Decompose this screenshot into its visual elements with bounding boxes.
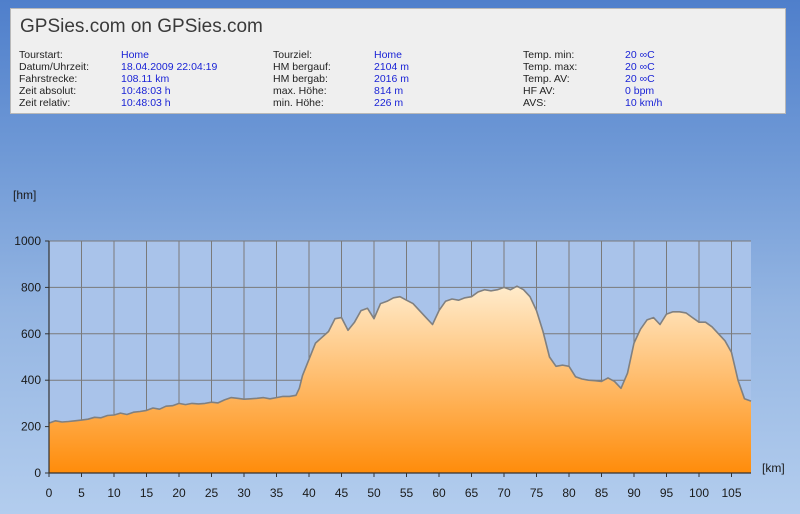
info-label: Zeit relativ: xyxy=(19,97,71,109)
x-tick-label: 0 xyxy=(46,486,53,500)
info-value: 2016 m xyxy=(374,73,410,85)
x-tick-label: 85 xyxy=(595,486,609,500)
info-value: 814 m xyxy=(374,85,404,97)
x-tick-label: 50 xyxy=(367,486,381,500)
x-tick-label: 65 xyxy=(465,486,479,500)
track-title: GPSies.com on GPSies.com xyxy=(20,16,263,37)
x-tick-label: 45 xyxy=(335,486,349,500)
y-tick-label: 1000 xyxy=(14,234,41,248)
x-tick-label: 15 xyxy=(140,486,154,500)
info-value: 10:48:03 h xyxy=(121,85,171,97)
y-tick-label: 0 xyxy=(34,466,41,480)
info-value: 20 ∞C xyxy=(625,73,655,85)
info-value: 108.11 km xyxy=(121,73,170,85)
x-tick-label: 30 xyxy=(237,486,251,500)
x-axis-label: [km] xyxy=(762,461,785,475)
x-tick-label: 20 xyxy=(172,486,186,500)
y-tick-label: 600 xyxy=(21,327,41,341)
info-value: 10:48:03 h xyxy=(121,97,171,109)
x-axis-ticks: 0 5 10 15 20 25 30 35 40 45 50 55 60 65 70 75 80 85 90 95 10… xyxy=(46,473,742,500)
elevation-line xyxy=(48,285,752,424)
info-value: 10 km/h xyxy=(625,97,663,109)
info-label: Tourziel: xyxy=(273,49,313,61)
x-tick-label: 80 xyxy=(562,486,576,500)
x-tick-label: 70 xyxy=(497,486,511,500)
x-tick-label: 5 xyxy=(78,486,85,500)
info-value: 20 ∞C xyxy=(625,61,655,73)
info-label: Zeit absolut: xyxy=(19,85,77,97)
x-tick-label: 75 xyxy=(530,486,544,500)
info-value: Home xyxy=(374,49,403,61)
info-value: 18.04.2009 22:04:19 xyxy=(121,61,218,73)
info-label: Temp. min: xyxy=(523,49,575,61)
info-label: Tourstart: xyxy=(19,49,63,61)
track-info-panel: GPSies.com on GPSies.com Tourstart: Home … xyxy=(10,8,786,114)
y-axis-ticks: 0 200 400 600 800 1000 xyxy=(14,234,49,480)
info-label: max. Höhe: xyxy=(273,85,327,97)
info-label: Datum/Uhrzeit: xyxy=(19,61,90,73)
info-label: min. Höhe: xyxy=(273,97,324,109)
info-value: 20 ∞C xyxy=(625,49,655,61)
y-tick-label: 200 xyxy=(21,420,41,434)
x-tick-label: 90 xyxy=(627,486,641,500)
info-label: HM bergab: xyxy=(273,73,328,85)
info-label: AVS: xyxy=(523,97,547,109)
info-label: HF AV: xyxy=(523,85,556,97)
info-value: Home xyxy=(121,49,150,61)
x-tick-label: 35 xyxy=(270,486,284,500)
x-tick-label: 60 xyxy=(432,486,446,500)
info-value: 2104 m xyxy=(374,61,410,73)
y-axis-label: [hm] xyxy=(13,188,36,202)
info-value: 226 m xyxy=(374,97,404,109)
info-label: Fahrstrecke: xyxy=(19,73,78,85)
x-tick-label: 105 xyxy=(721,486,741,500)
x-tick-label: 55 xyxy=(400,486,414,500)
info-label: Temp. max: xyxy=(523,61,578,73)
x-tick-label: 100 xyxy=(689,486,709,500)
info-label: HM bergauf: xyxy=(273,61,331,73)
y-tick-label: 800 xyxy=(21,280,41,294)
x-tick-label: 95 xyxy=(660,486,674,500)
info-value: 0 bpm xyxy=(625,85,655,97)
x-tick-label: 10 xyxy=(107,486,121,500)
elevation-area xyxy=(49,286,751,473)
x-tick-label: 40 xyxy=(302,486,316,500)
x-tick-label: 25 xyxy=(205,486,219,500)
info-label: Temp. AV: xyxy=(523,73,570,85)
y-tick-label: 400 xyxy=(21,373,41,387)
